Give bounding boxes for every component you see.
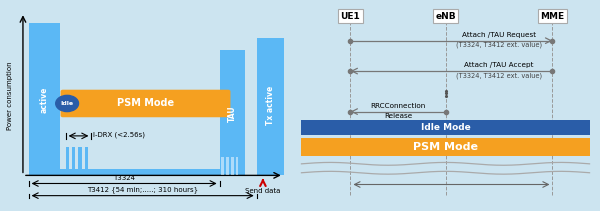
Text: RRCConnection: RRCConnection (370, 103, 425, 108)
FancyBboxPatch shape (220, 50, 245, 175)
Text: PSM Mode: PSM Mode (117, 99, 174, 108)
Text: Send data: Send data (245, 188, 281, 193)
FancyBboxPatch shape (29, 23, 60, 175)
FancyBboxPatch shape (226, 157, 229, 175)
FancyBboxPatch shape (61, 90, 230, 117)
Text: T3324: T3324 (113, 175, 135, 181)
Text: Release: Release (384, 113, 412, 119)
Text: Attach /TAU Accept: Attach /TAU Accept (464, 62, 534, 68)
FancyBboxPatch shape (221, 157, 224, 175)
FancyBboxPatch shape (29, 169, 236, 175)
FancyBboxPatch shape (85, 147, 88, 175)
Text: I-DRX (<2.56s): I-DRX (<2.56s) (93, 132, 145, 138)
Text: (T3324, T3412 ext. value): (T3324, T3412 ext. value) (456, 42, 542, 48)
Text: Attach /TAU Request: Attach /TAU Request (462, 32, 536, 38)
Text: T3412 {54 min;.....; 310 hours}: T3412 {54 min;.....; 310 hours} (87, 186, 198, 193)
FancyBboxPatch shape (236, 157, 238, 175)
Text: Tx active: Tx active (266, 86, 275, 125)
FancyBboxPatch shape (301, 120, 590, 135)
Text: eNB: eNB (435, 12, 456, 21)
FancyBboxPatch shape (66, 147, 69, 175)
Text: Power consumption: Power consumption (7, 61, 13, 130)
FancyBboxPatch shape (231, 157, 233, 175)
FancyBboxPatch shape (301, 138, 590, 156)
Text: active: active (40, 86, 49, 113)
Text: Idle: Idle (61, 101, 74, 106)
Text: PSM Mode: PSM Mode (413, 142, 478, 152)
FancyBboxPatch shape (72, 147, 76, 175)
FancyBboxPatch shape (78, 147, 82, 175)
Text: (T3324, T3412 ext. value): (T3324, T3412 ext. value) (456, 72, 542, 78)
Text: TAU: TAU (228, 105, 237, 122)
Circle shape (56, 95, 79, 112)
Text: UE1: UE1 (341, 12, 361, 21)
FancyBboxPatch shape (257, 38, 284, 175)
Text: MME: MME (541, 12, 565, 21)
Text: Idle Mode: Idle Mode (421, 123, 470, 132)
